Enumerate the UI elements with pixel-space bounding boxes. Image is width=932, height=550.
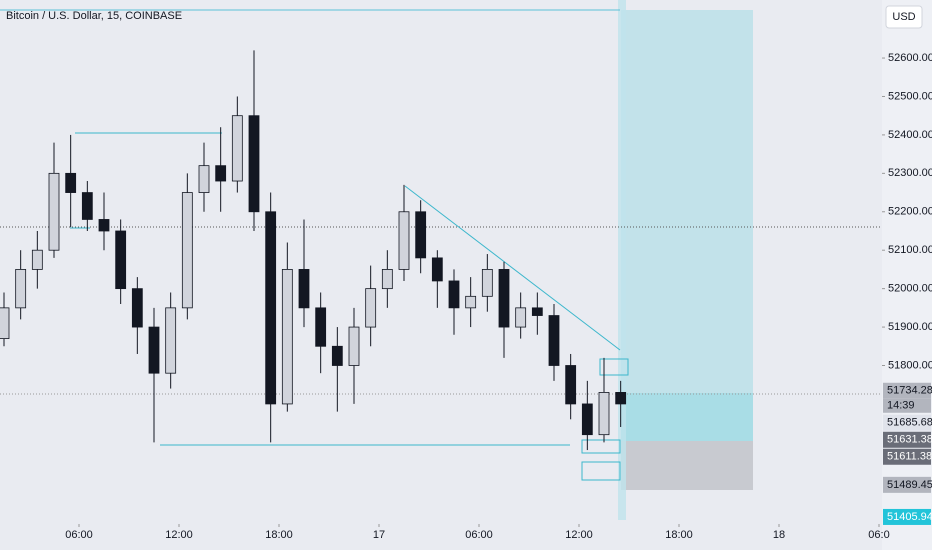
- x-tick-label: 18: [773, 529, 785, 541]
- trend-line: [404, 185, 621, 351]
- countdown-bg: [883, 398, 931, 413]
- candle-body: [448, 280, 460, 309]
- candle-body: [298, 269, 310, 309]
- drawing-box: [581, 439, 621, 454]
- y-tick-label: 52100.00: [888, 244, 932, 256]
- y-tick-label: 52000.00: [888, 283, 932, 295]
- y-tick-label: 51900.00: [888, 321, 932, 333]
- candle-body: [115, 230, 127, 290]
- x-tick-label: 17: [373, 529, 385, 541]
- candle-body: [581, 403, 593, 436]
- price-marker-label: 51489.45: [887, 479, 932, 491]
- price-marker-label: 51405.94: [887, 511, 932, 523]
- price-axis: [882, 0, 932, 550]
- drawing-box: [599, 358, 629, 376]
- price-marker-label: 51631.38: [887, 434, 932, 446]
- countdown: 14:39: [887, 400, 915, 412]
- x-tick-label: 06:0: [868, 529, 889, 541]
- candle-body: [515, 307, 527, 328]
- time-highlight: [618, 0, 626, 520]
- candle-body: [531, 307, 543, 316]
- y-tick-label: 52600.00: [888, 52, 932, 64]
- price-marker: [883, 508, 931, 525]
- candle-body: [348, 326, 360, 366]
- candle-body: [165, 307, 177, 374]
- candle-body: [615, 392, 627, 405]
- candle-body: [398, 211, 410, 270]
- price-marker: [883, 448, 931, 465]
- y-tick-label: 52300.00: [888, 167, 932, 179]
- candle-body: [598, 392, 610, 436]
- currency[interactable]: USD: [892, 11, 915, 23]
- y-tick-label: 52400.00: [888, 129, 932, 141]
- price-marker: [883, 431, 931, 448]
- candle-body: [315, 307, 327, 347]
- candle-body: [498, 269, 510, 328]
- y-tick-label: 52500.00: [888, 90, 932, 102]
- candle-body: [48, 172, 60, 251]
- candle-body: [365, 288, 377, 328]
- candle-body: [81, 192, 93, 220]
- candle-body: [565, 365, 577, 405]
- y-tick-label: 51800.00: [888, 359, 932, 371]
- candle-body: [181, 192, 193, 309]
- candle-body: [281, 269, 293, 405]
- x-tick-label: 06:00: [65, 529, 93, 541]
- candle-body: [481, 269, 493, 297]
- x-tick-label: 12:00: [565, 529, 593, 541]
- price-marker-label: 51685.68: [887, 417, 932, 429]
- candle-body: [548, 315, 560, 366]
- candle-body: [131, 288, 143, 328]
- stop-zone: [621, 441, 753, 490]
- candle-body: [381, 269, 393, 290]
- candle-body: [248, 115, 260, 213]
- target-zone: [621, 10, 753, 441]
- candle-body: [98, 219, 110, 232]
- x-tick-label: 12:00: [165, 529, 193, 541]
- price-marker: [883, 414, 931, 431]
- currency-button[interactable]: [885, 5, 923, 29]
- candle-body: [65, 172, 77, 193]
- price-marker: [883, 476, 931, 493]
- candle-body: [215, 165, 227, 182]
- candle-body: [465, 295, 477, 309]
- candle-body: [431, 257, 443, 282]
- chart-title: Bitcoin / U.S. Dollar, 15, COINBASE: [6, 10, 182, 22]
- candle-body: [31, 249, 43, 270]
- price-marker-label: 51734.28: [887, 385, 932, 397]
- x-tick-label: 18:00: [665, 529, 693, 541]
- candle-body: [148, 326, 160, 374]
- candle-body: [415, 211, 427, 259]
- price-marker: [883, 382, 931, 399]
- candle-body: [198, 165, 210, 193]
- candle-body: [331, 345, 343, 366]
- drawing-box: [581, 461, 621, 481]
- candle-body: [231, 115, 243, 182]
- entry-zone: [621, 393, 753, 441]
- plot: [0, 50, 627, 451]
- price-marker-label: 51611.38: [887, 451, 932, 463]
- candle-body: [265, 211, 277, 405]
- y-tick-label: 52200.00: [888, 206, 932, 218]
- candle-body: [15, 269, 27, 309]
- x-tick-label: 18:00: [265, 529, 293, 541]
- candle-body: [0, 307, 10, 339]
- x-tick-label: 06:00: [465, 529, 493, 541]
